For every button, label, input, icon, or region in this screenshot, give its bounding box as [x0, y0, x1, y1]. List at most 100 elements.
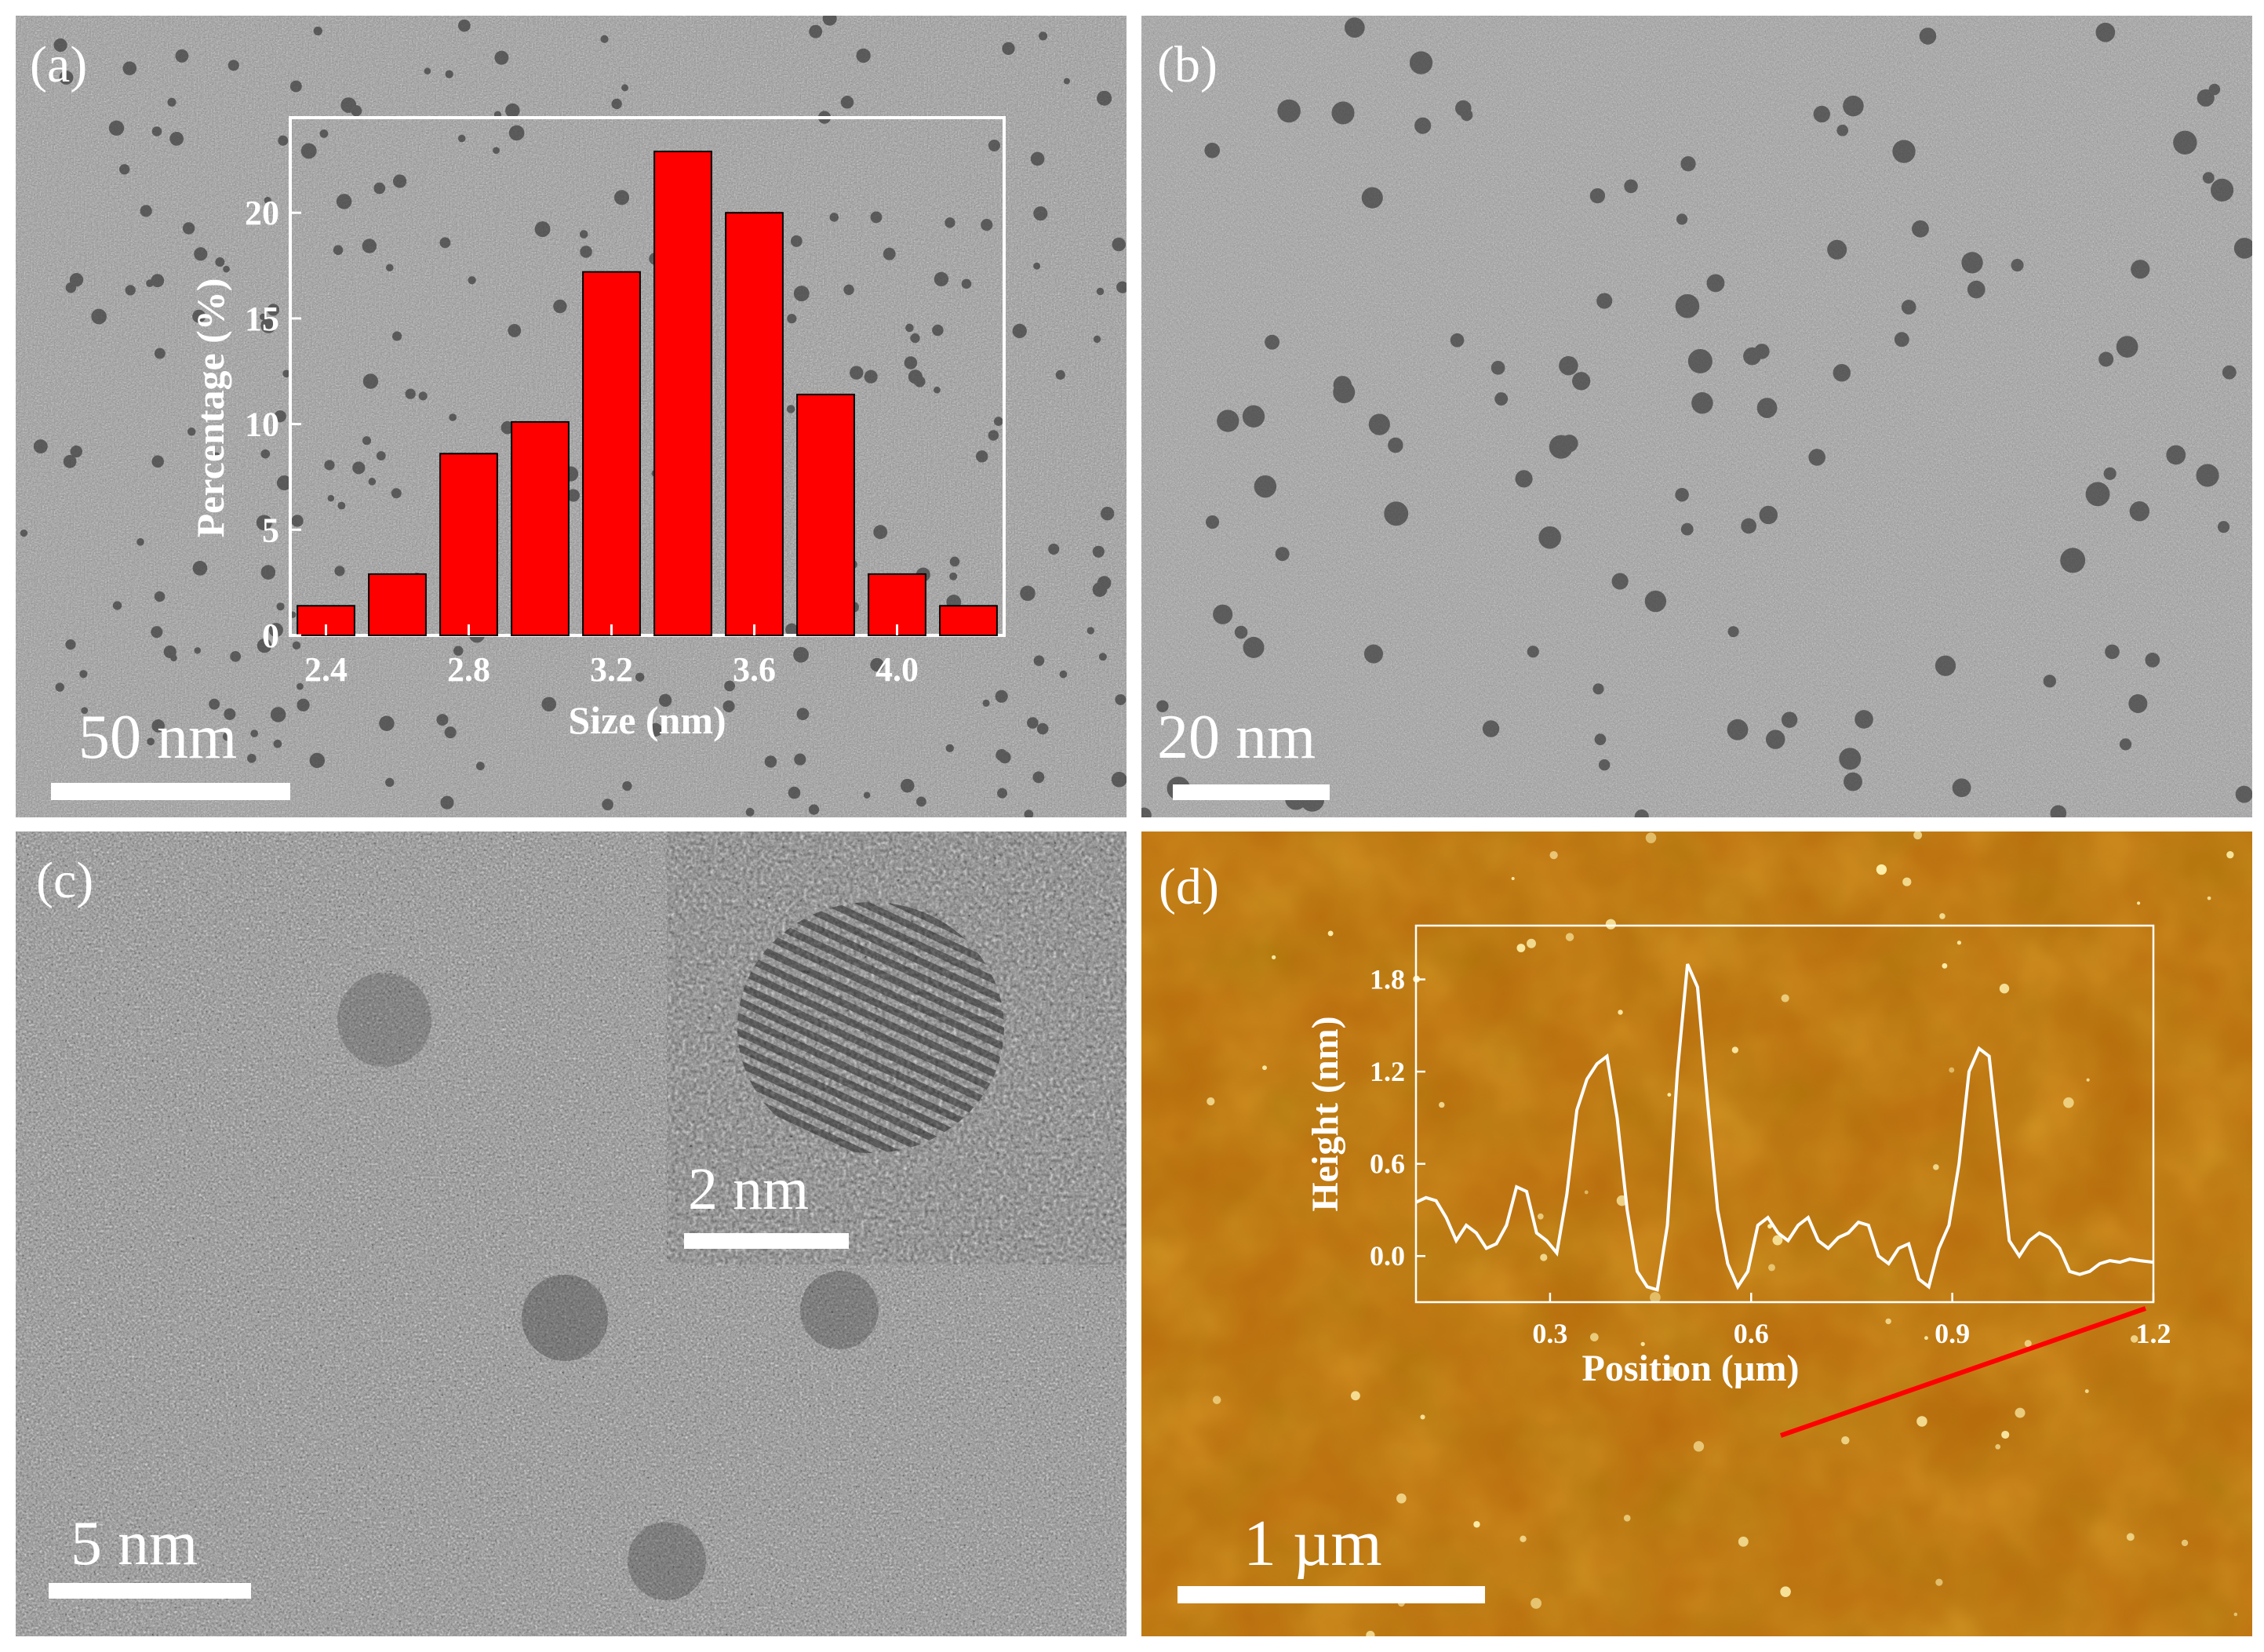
particle-b [1494, 392, 1509, 406]
afm-particle [1618, 1010, 1623, 1015]
particle-a [883, 247, 896, 260]
afm-particle [1212, 1395, 1221, 1404]
afm-particle [1924, 1336, 1928, 1341]
height-profile-series [1415, 963, 2154, 1292]
particle-a [934, 386, 941, 394]
particle-a [1055, 369, 1065, 380]
particle-a [1116, 281, 1127, 293]
particle-a [292, 641, 301, 650]
particle-a [424, 67, 431, 75]
particle-b [1217, 409, 1239, 432]
particle-a [993, 417, 1003, 426]
particle-a [787, 314, 797, 324]
particle-a [333, 245, 344, 256]
particle-a [1036, 722, 1049, 735]
particle-b [1839, 748, 1862, 770]
particle-a [809, 24, 823, 38]
afm-particle [1999, 984, 2010, 994]
particle-a [309, 752, 325, 769]
particle-a [259, 313, 267, 321]
particle-a [1027, 717, 1039, 729]
particle-a [391, 488, 402, 499]
afm-particle [1520, 1535, 1527, 1543]
particle-b [1844, 772, 1862, 791]
particle-a [475, 762, 485, 770]
particle-a [257, 638, 272, 653]
particle-a [151, 719, 166, 733]
particle-a [278, 135, 289, 146]
particle-b [1611, 573, 1629, 590]
afm-particle [1537, 1213, 1544, 1220]
particle-b [2105, 644, 2120, 660]
particle-a [1115, 693, 1127, 705]
particle-b [1594, 733, 1607, 745]
particle-b [2202, 172, 2215, 184]
afm-particle [1781, 994, 1789, 1002]
particle-a [81, 707, 89, 715]
particle-a [900, 778, 915, 793]
afm-particle [2015, 1407, 2026, 1418]
particle-a [1033, 262, 1041, 270]
particle-b [2166, 445, 2186, 465]
particle-a [151, 126, 162, 136]
histogram-bar [511, 420, 570, 636]
particle-a [579, 230, 588, 238]
particle-b [1894, 332, 1909, 348]
afm-particle [1262, 1065, 1267, 1071]
afm-particle [1995, 1444, 2001, 1450]
scalebar-label-d: 1 µm [1243, 1507, 1382, 1580]
particle-a [122, 61, 137, 75]
particle-b [1388, 437, 1403, 453]
particle-a [793, 286, 810, 302]
particle-b [1644, 590, 1667, 613]
particle-b [1759, 505, 1778, 525]
particle-a [209, 698, 220, 710]
particle-a [843, 284, 854, 296]
particle-b [1691, 392, 1713, 414]
height-profile-inset: 0.3 0.6 0.9 1.2 0.0 0.6 1.2 1.8 Position (µm) Hei… [1305, 924, 2171, 1389]
particle-a [319, 129, 329, 138]
particle-b [1836, 124, 1849, 136]
histogram-bar [582, 271, 641, 636]
particle-a [873, 525, 888, 540]
particle-a [392, 333, 399, 341]
particle-a [457, 134, 466, 143]
particle-a [376, 451, 386, 460]
particle-a [1098, 653, 1107, 661]
particle-a [975, 450, 988, 463]
x-axis-label: Position (µm) [1582, 1348, 1800, 1389]
particle-b [1808, 449, 1825, 466]
scalebar-b [1173, 784, 1330, 800]
particle-a [961, 278, 972, 289]
afm-particle [1731, 1046, 1739, 1053]
particle-b [1634, 809, 1649, 817]
particle-a [850, 366, 864, 380]
afm-particle [1650, 1292, 1661, 1303]
particle-a [337, 501, 346, 510]
particle-a [151, 626, 163, 639]
panel-a: (a) 2.4 2.8 3.2 3.6 4.0 0 5 10 15 20 Size (nm) Perc… [16, 16, 1127, 817]
particle-a [1048, 543, 1060, 555]
particle-a [613, 190, 630, 206]
histogram-bar [939, 605, 998, 636]
particle-b [1827, 239, 1847, 260]
particle-a [224, 708, 236, 720]
panel-label-b: (b) [1157, 36, 1218, 93]
afm-particle [1933, 1164, 1939, 1170]
particle-a [649, 722, 663, 737]
particle-a [327, 494, 335, 502]
afm-particle [2233, 1612, 2238, 1617]
particle-a [445, 70, 453, 78]
afm-particle [1540, 1254, 1548, 1261]
particle-a [297, 698, 310, 711]
particle-b [1455, 100, 1472, 117]
profile-frame [1414, 924, 2155, 1304]
particle-a [1030, 151, 1045, 166]
afm-particle [1531, 1597, 1542, 1609]
particle-a [336, 194, 352, 209]
hrtem-image-c [16, 831, 1127, 1636]
particle-a [453, 646, 464, 656]
particle-b [1414, 117, 1432, 134]
afm-particle [1772, 1235, 1783, 1246]
particle-a [118, 164, 130, 175]
